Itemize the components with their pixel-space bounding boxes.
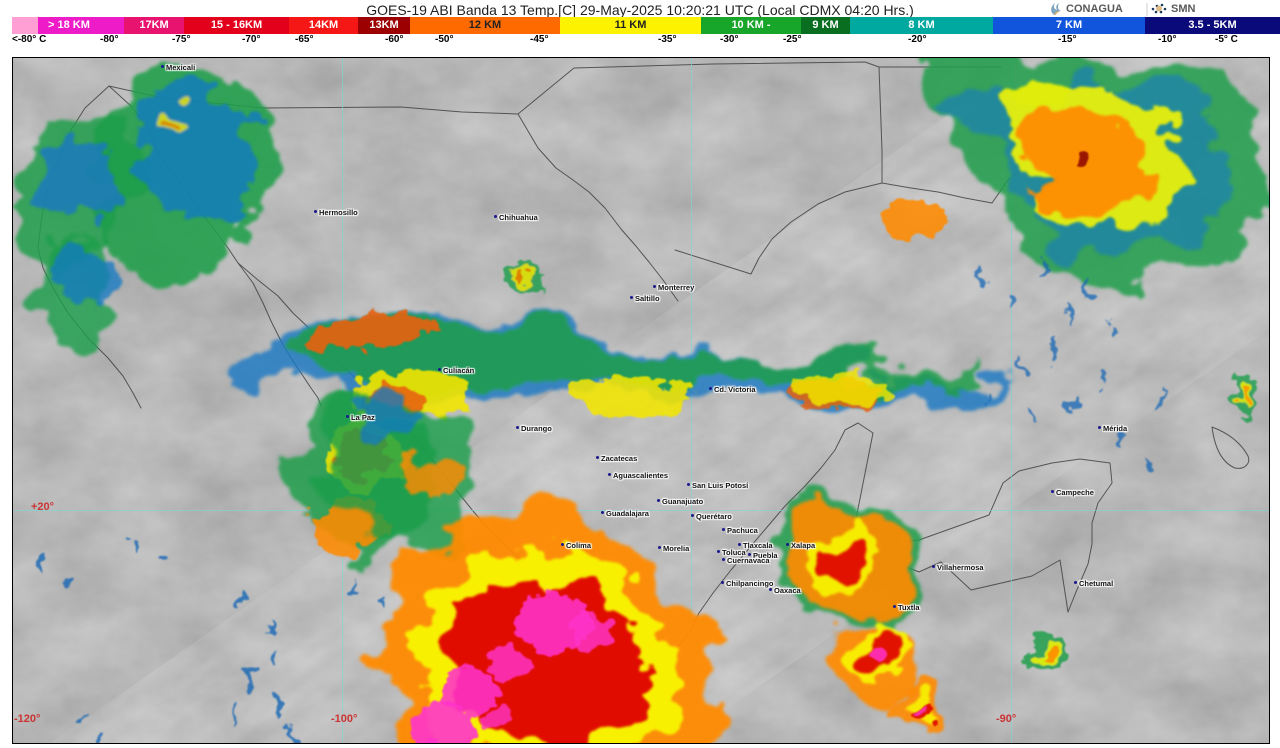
svg-text:SMN: SMN <box>1171 3 1196 15</box>
svg-text:CONAGUA: CONAGUA <box>1066 3 1123 15</box>
